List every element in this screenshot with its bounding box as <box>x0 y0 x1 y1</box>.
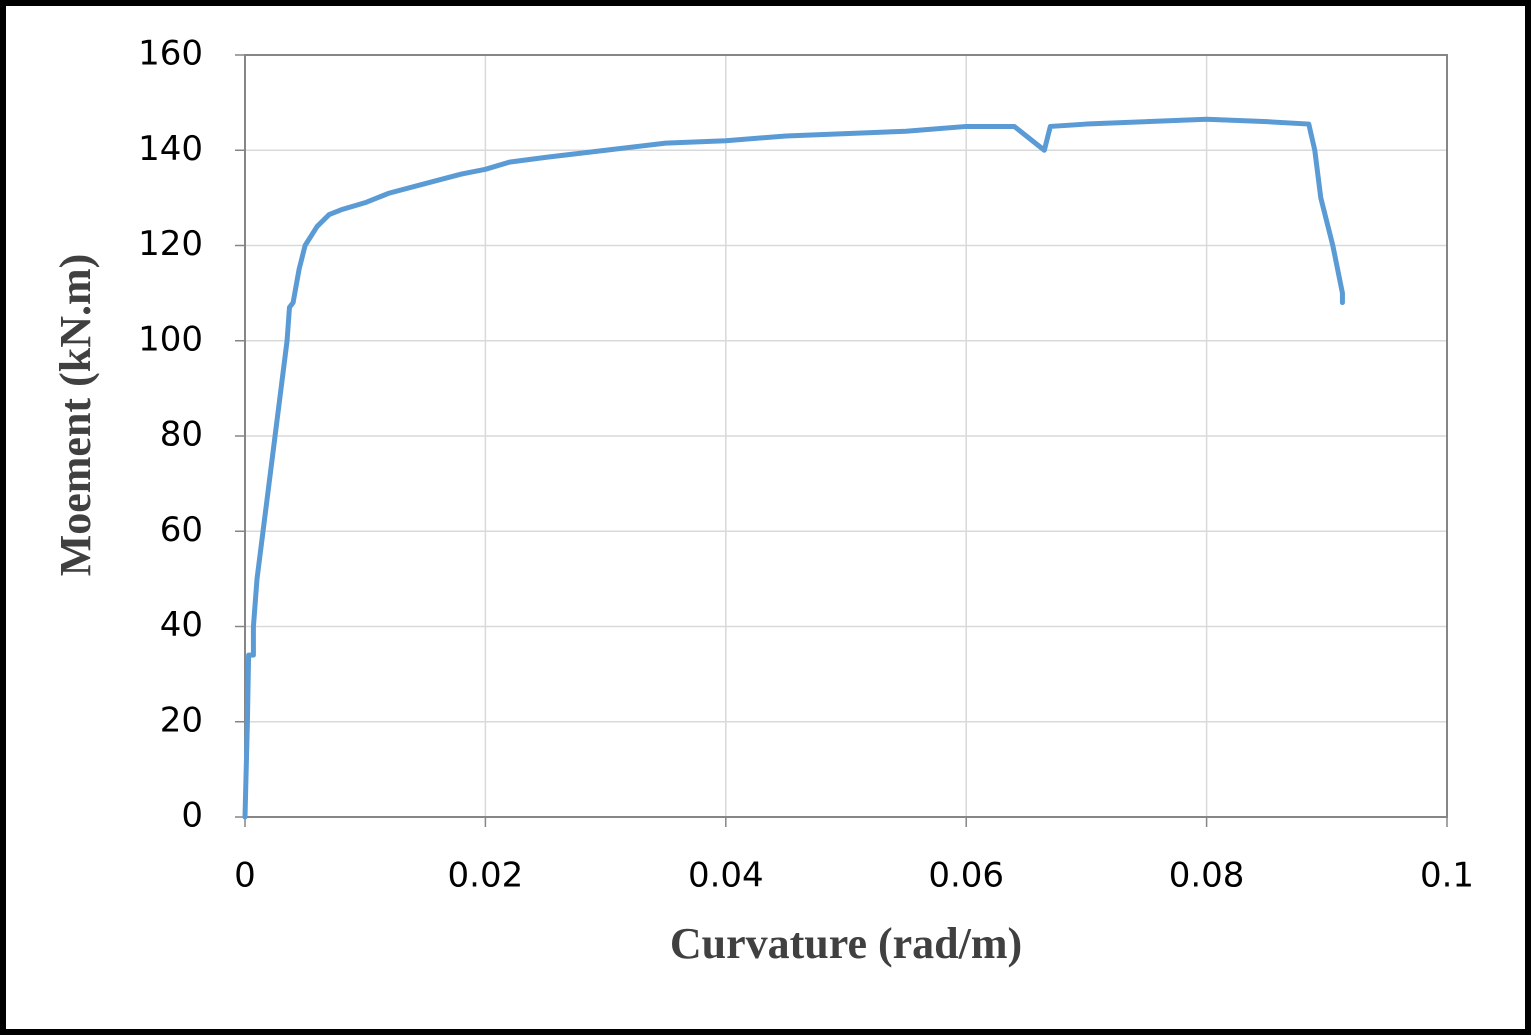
y-axis-title: Moement (kN.m) <box>51 254 100 577</box>
plot-border <box>244 54 1448 818</box>
x-tick-label: 0.02 <box>448 856 524 896</box>
y-tick-label: 100 <box>138 319 203 359</box>
data-line <box>242 116 1345 820</box>
y-tick-label: 140 <box>138 129 203 169</box>
x-tick-label: 0.06 <box>928 856 1004 896</box>
x-tick-label: 0 <box>234 856 256 896</box>
x-tick-label: 0.1 <box>1420 856 1474 896</box>
x-axis-title: Curvature (rad/m) <box>670 919 1022 968</box>
y-tick-label: 40 <box>160 605 203 645</box>
y-tick-label: 0 <box>181 796 203 836</box>
x-tick-label: 0.08 <box>1169 856 1245 896</box>
y-tick-label: 60 <box>160 510 203 550</box>
y-tick-label: 20 <box>160 700 203 740</box>
x-tick-label: 0.04 <box>688 856 764 896</box>
y-tick-label: 120 <box>138 224 203 264</box>
y-tick-label: 80 <box>160 415 203 455</box>
y-tick-label: 160 <box>138 34 203 74</box>
